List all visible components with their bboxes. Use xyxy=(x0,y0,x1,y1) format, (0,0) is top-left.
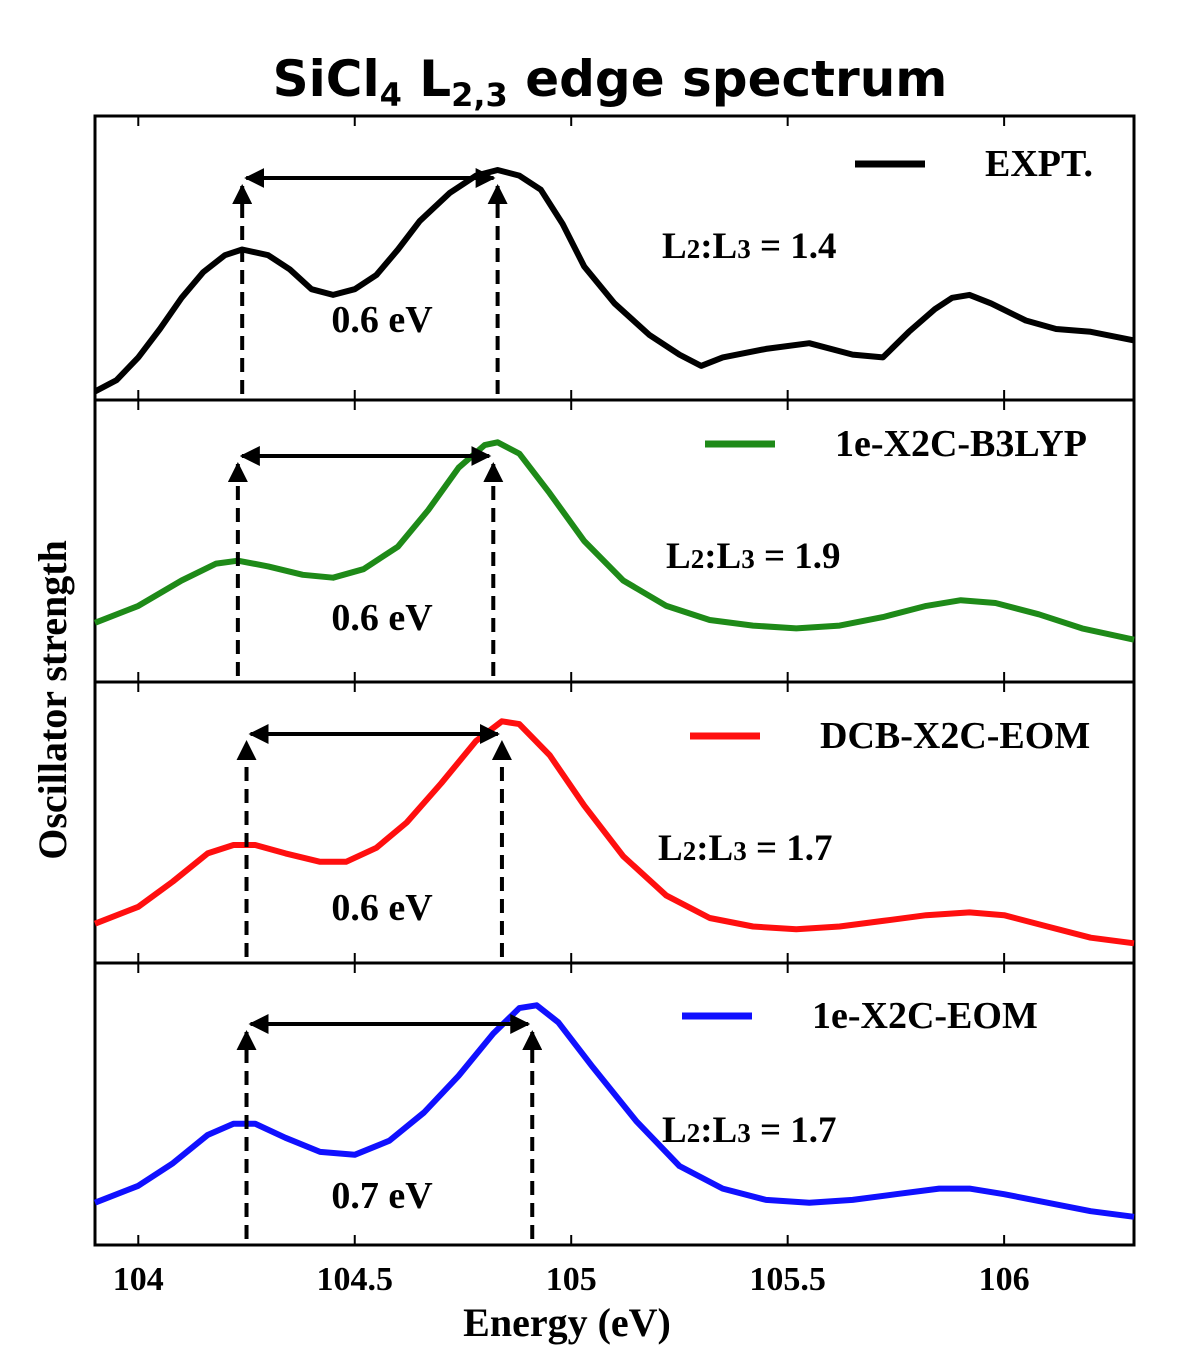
splitting-label: 0.6 eV xyxy=(331,299,433,341)
panel-2: 0.6 eV L2:L3 = 1.9 1e-X2C-B3LYP xyxy=(93,398,1136,684)
panel-1: 0.6 eV L2:L3 = 1.4 EXPT. xyxy=(93,114,1136,402)
panel-4: 0.7 eV L2:L3 = 1.7 1e-X2C-EOM xyxy=(93,961,1136,1247)
chart-title-main: SiCl xyxy=(273,50,380,108)
y-axis-label: Oscillator strength xyxy=(30,540,75,860)
panels-layer: 0.6 eV L2:L3 = 1.4 EXPT. 0.6 eV L2:L3 = 1.9 1… xyxy=(93,114,1136,1247)
series-line xyxy=(93,439,1135,643)
ratio-label: L2:L3 = 1.4 xyxy=(662,226,837,267)
x-ticks: 104 104.5 105 105.5 106 xyxy=(113,1261,1030,1298)
x-axis-label: Energy (eV) xyxy=(463,1300,671,1345)
panel-3: 0.6 eV L2:L3 = 1.7 DCB-X2C-EOM xyxy=(93,680,1136,965)
ratio-label: L2:L3 = 1.7 xyxy=(658,828,833,869)
legend-label: EXPT. xyxy=(985,143,1093,185)
chart-title-tail: edge spectrum xyxy=(508,50,948,108)
chart-title-edge-sub: 2,3 xyxy=(451,76,508,114)
chart-title-sub: 4 xyxy=(380,76,402,114)
x-tick-label: 105.5 xyxy=(749,1261,826,1298)
x-tick-label: 104.5 xyxy=(317,1261,394,1298)
legend-label: 1e-X2C-B3LYP xyxy=(835,423,1087,465)
x-tick-label: 104 xyxy=(113,1261,164,1298)
chart-title: SiCl4 L2,3 edge spectrum xyxy=(273,50,948,114)
x-tick-label: 105 xyxy=(546,1261,597,1298)
series-line xyxy=(93,1002,1135,1220)
splitting-label: 0.6 eV xyxy=(331,597,433,639)
panel-frame xyxy=(93,961,1136,1247)
legend-label: DCB-X2C-EOM xyxy=(820,715,1090,757)
splitting-label: 0.6 eV xyxy=(331,887,433,929)
legend-label: 1e-X2C-EOM xyxy=(812,995,1038,1037)
x-tick-label: 106 xyxy=(979,1261,1030,1298)
chart-title-rest: L xyxy=(402,50,451,108)
series-line xyxy=(93,718,1135,947)
panel-frame xyxy=(93,114,1136,402)
ratio-label: L2:L3 = 1.7 xyxy=(662,1110,837,1151)
ratio-label: L2:L3 = 1.9 xyxy=(666,536,841,577)
splitting-label: 0.7 eV xyxy=(331,1175,433,1217)
series-line xyxy=(93,167,1135,395)
